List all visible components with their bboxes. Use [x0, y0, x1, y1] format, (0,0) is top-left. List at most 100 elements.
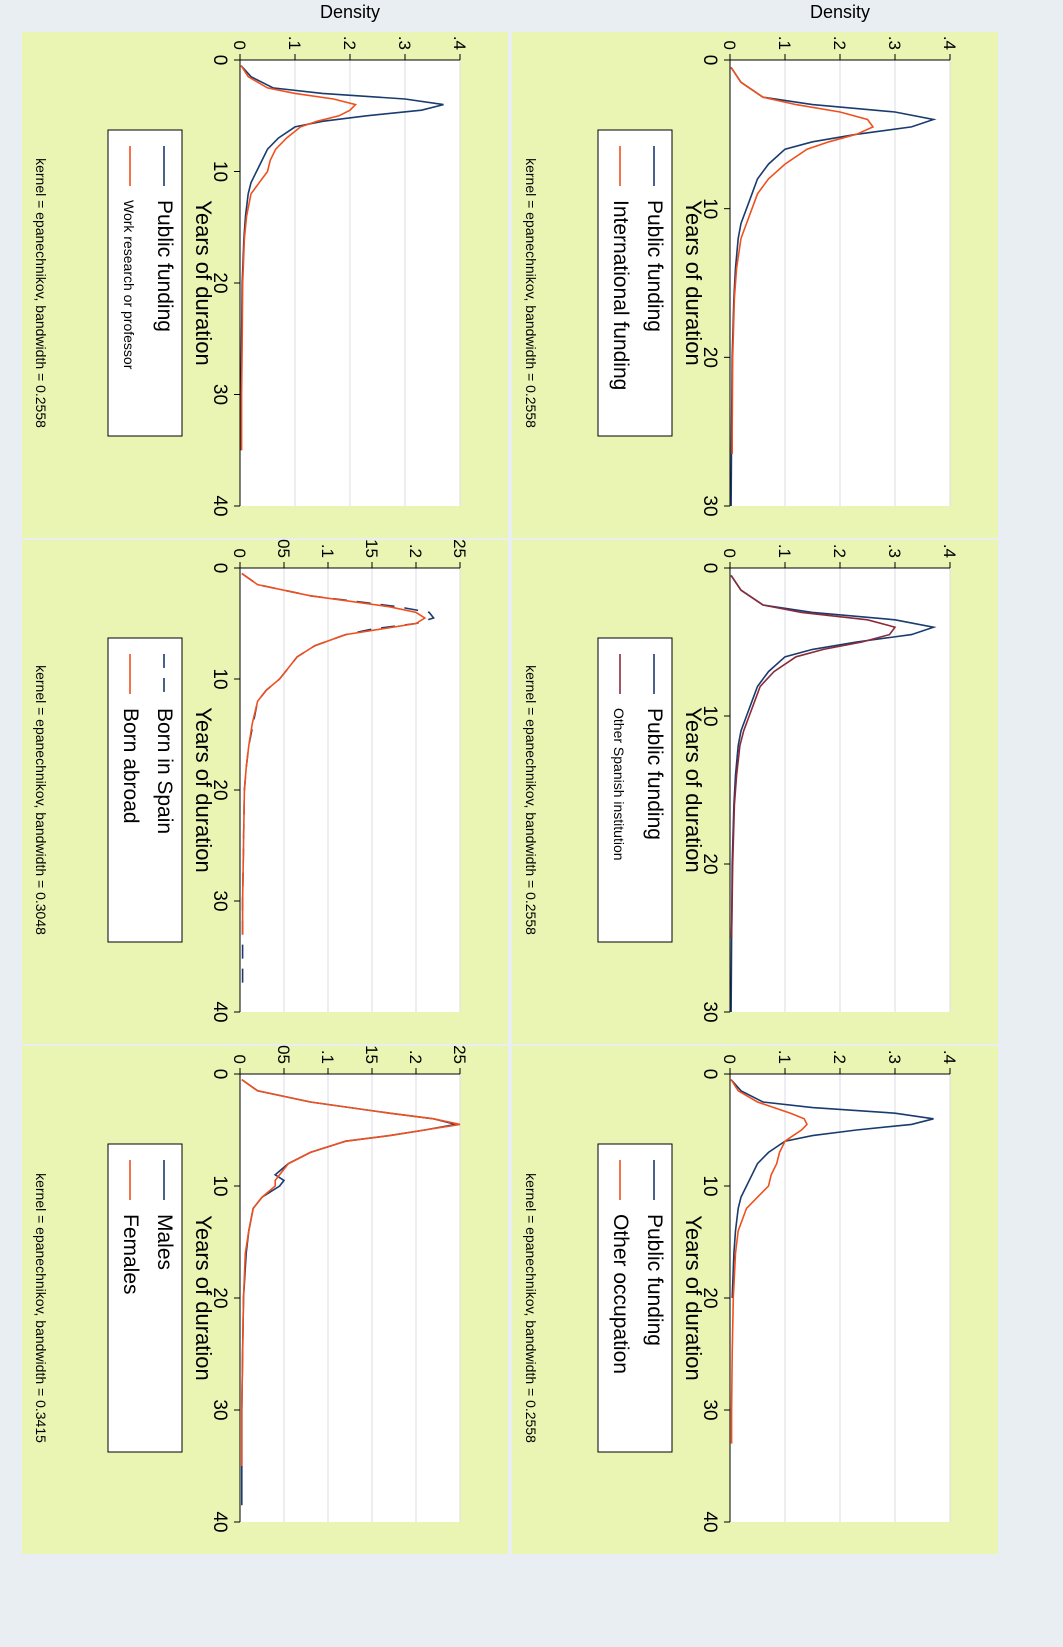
y-tick-label: .05 — [274, 1040, 293, 1064]
kernel-note: kernel = epanechnikov, bandwidth = 0.255… — [33, 158, 49, 428]
series-line-1 — [730, 574, 897, 939]
y-tick-label: .05 — [274, 534, 293, 558]
x-tick-label: 0 — [209, 55, 230, 66]
legend-box — [597, 129, 673, 437]
series-line-1 — [241, 572, 427, 935]
x-axis-title: Years of duration — [681, 200, 706, 366]
y-tick-label: .2 — [340, 36, 359, 50]
y-tick-label: .15 — [362, 1040, 381, 1064]
y-tick-label: .3 — [885, 544, 904, 558]
y-tick-label: 0 — [230, 549, 249, 558]
legend-label: Other Spanish institution — [611, 708, 627, 861]
x-tick-label: 40 — [209, 495, 230, 516]
series-line-1 — [730, 1079, 808, 1444]
series-line-1 — [241, 1078, 461, 1466]
x-axis-title: Years of duration — [191, 707, 216, 873]
y-tick-label: .2 — [830, 36, 849, 50]
x-tick-label: 10 — [699, 1175, 720, 1196]
y-tick-label: .4 — [940, 36, 959, 50]
y-tick-label: .4 — [940, 1050, 959, 1064]
x-tick-label: 20 — [699, 347, 720, 368]
x-axis-title: Years of duration — [191, 1215, 216, 1381]
y-tick-label: .2 — [830, 1050, 849, 1064]
kernel-note: kernel = epanechnikov, bandwidth = 0.255… — [523, 665, 539, 935]
x-axis-title: Years of duration — [681, 707, 706, 873]
chart-top-left: 0 .05 .1 .15 .2 .25 0 10 20 30 40 Years of duration… — [33, 1016, 469, 1533]
x-tick-label: 10 — [699, 705, 720, 726]
y-tick-label: 0 — [720, 41, 739, 50]
x-axis-title: Years of duration — [681, 1215, 706, 1381]
chart-bottom-right: 0 .1 .2 .3 .4 0 10 20 30 Years of duration Density… — [523, 2, 959, 517]
x-tick-label: 40 — [209, 1001, 230, 1022]
kernel-note: kernel = epanechnikov, bandwidth = 0.255… — [523, 158, 539, 428]
y-tick-label: 0 — [230, 41, 249, 50]
x-tick-label: 10 — [209, 161, 230, 182]
y-tick-label: .1 — [775, 544, 794, 558]
y-tick-label: .3 — [885, 36, 904, 50]
x-tick-label: 20 — [209, 779, 230, 800]
y-tick-label: .15 — [362, 534, 381, 558]
y-tick-label: 0 — [720, 1055, 739, 1064]
legend-label: International funding — [609, 200, 632, 390]
y-tick-label: .4 — [450, 36, 469, 50]
legend-box — [107, 1143, 183, 1453]
x-tick-label: 10 — [209, 668, 230, 689]
legend-label: Work research or professor — [121, 200, 137, 370]
y-tick-label: .1 — [775, 36, 794, 50]
plot-area — [240, 568, 460, 1012]
x-tick-label: 30 — [209, 1399, 230, 1420]
x-tick-label: 0 — [699, 55, 720, 66]
y-tick-label: .3 — [885, 1050, 904, 1064]
legend-label: Born in Spain — [153, 708, 176, 834]
y-tick-label: .2 — [830, 544, 849, 558]
y-tick-label: .2 — [406, 544, 425, 558]
legend-label: Females — [119, 1214, 142, 1295]
legend-label: Public funding — [153, 200, 176, 332]
y-tick-label: .1 — [285, 36, 304, 50]
y-tick-label: .1 — [775, 1050, 794, 1064]
legend-box — [107, 637, 183, 943]
x-tick-label: 10 — [699, 198, 720, 219]
x-tick-label: 30 — [699, 495, 720, 516]
x-tick-label: 20 — [699, 853, 720, 874]
x-tick-label: 0 — [699, 1069, 720, 1080]
legend-box — [597, 637, 673, 943]
x-tick-label: 20 — [699, 1287, 720, 1308]
y-axis-title: Density — [320, 2, 380, 22]
y-tick-label: .1 — [318, 544, 337, 558]
x-tick-label: 40 — [209, 1511, 230, 1532]
plot-area — [240, 1074, 460, 1522]
y-tick-label: 0 — [720, 549, 739, 558]
y-tick-label: .25 — [450, 1040, 469, 1064]
chart-top-right: 0 .1 .2 .3 .4 0 10 20 30 40 Years of duration Densi… — [33, 2, 469, 517]
y-tick-label: .3 — [395, 36, 414, 50]
kernel-note: kernel = epanechnikov, bandwidth = 0.255… — [523, 1173, 539, 1443]
series-line-1 — [240, 65, 358, 451]
legend-box — [597, 1143, 673, 1453]
x-tick-label: 20 — [209, 272, 230, 293]
legend-label: Public funding — [643, 1214, 666, 1346]
x-tick-label: 20 — [209, 1287, 230, 1308]
y-tick-label: 0 — [230, 1055, 249, 1064]
y-tick-label: .2 — [406, 1050, 425, 1064]
legend-label: Males — [153, 1214, 176, 1270]
x-tick-label: 30 — [699, 1399, 720, 1420]
kernel-note: kernel = epanechnikov, bandwidth = 0.341… — [33, 1173, 49, 1443]
legend-label: Born abroad — [119, 708, 142, 824]
y-tick-label: .1 — [318, 1050, 337, 1064]
x-axis-title: Years of duration — [191, 200, 216, 366]
kernel-note: kernel = epanechnikov, bandwidth = 0.304… — [33, 665, 49, 935]
legend-label: Other occupation — [609, 1214, 632, 1374]
chart-top-middle: 0 .05 .1 .15 .2 .25 0 10 20 30 40 Years of duration… — [33, 510, 469, 1023]
x-tick-label: 30 — [209, 890, 230, 911]
x-tick-label: 0 — [699, 563, 720, 574]
legend-label: Public funding — [643, 200, 666, 332]
x-tick-label: 40 — [699, 1511, 720, 1532]
x-tick-label: 30 — [699, 1001, 720, 1022]
x-tick-label: 0 — [209, 563, 230, 574]
y-tick-label: .25 — [450, 534, 469, 558]
x-tick-label: 30 — [209, 384, 230, 405]
